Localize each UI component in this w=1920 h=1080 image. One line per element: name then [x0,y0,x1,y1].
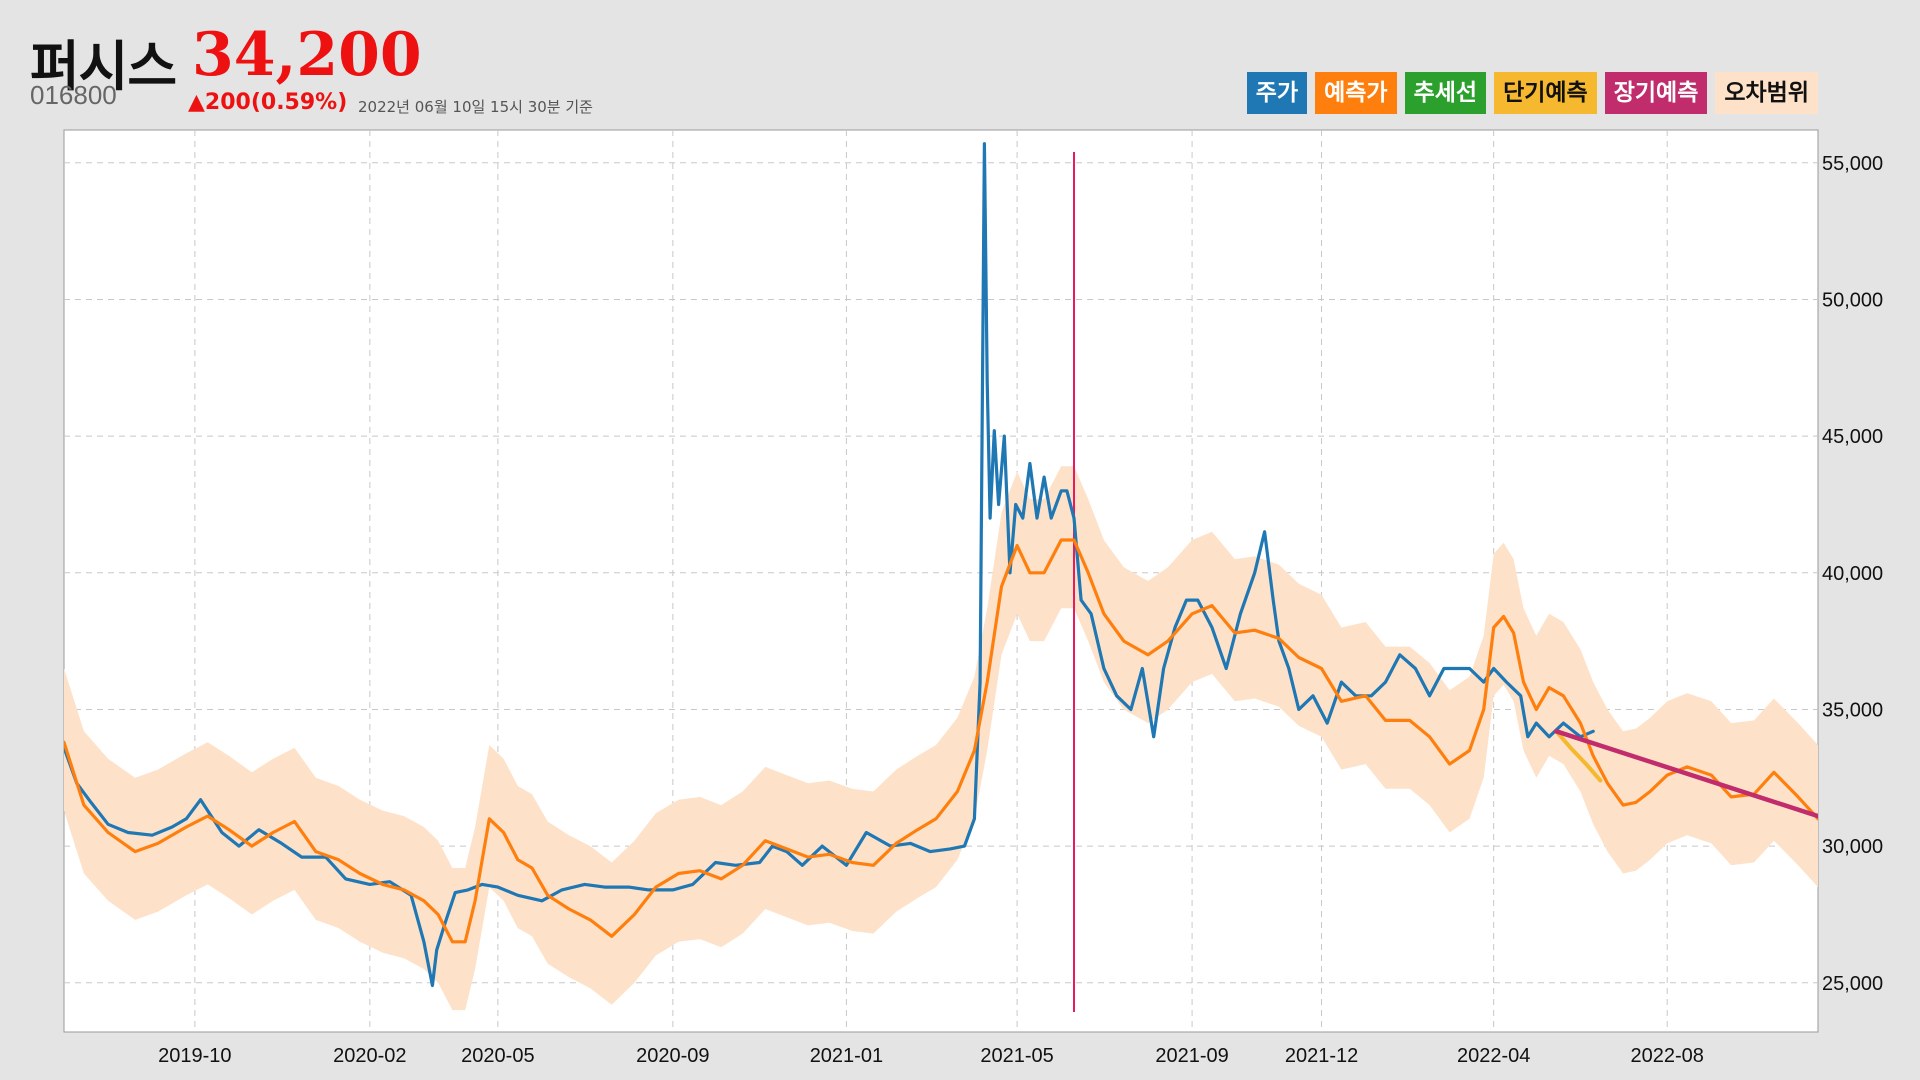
stock-name: 퍼시스 [30,35,177,98]
y-tick-label: 50,000 [1822,289,1883,311]
series-price-line [64,142,1595,988]
x-tick-label: 2019-10 [158,1045,231,1067]
series-long-term-line [1554,729,1818,819]
y-tick-label: 30,000 [1822,836,1883,858]
stock-change: ▲200(0.59%) [188,90,348,115]
y-tick-label: 45,000 [1822,426,1883,448]
x-tick-label: 2021-05 [980,1045,1053,1067]
x-tick-label: 2022-08 [1631,1045,1704,1067]
legend-item-price[interactable]: 주가 [1246,72,1308,114]
stock-price: 34,200 [192,20,422,90]
error-band-area [64,466,1818,1011]
chart-legend: 주가 예측가 추세선 단기예측 장기예측 오차범위 [1246,72,1818,114]
stock-timestamp: 2022년 06월 10일 15시 30분 기준 [358,98,593,116]
stock-header: 퍼시스 34,200 016800 ▲200(0.59%) 2022년 06월 … [30,20,1910,122]
x-tick-label: 2020-05 [461,1045,534,1067]
x-tick-label: 2021-09 [1155,1045,1228,1067]
y-tick-label: 35,000 [1822,699,1883,721]
series-short-term-line [1554,729,1603,783]
y-tick-label: 40,000 [1822,563,1883,585]
legend-item-trend[interactable]: 추세선 [1404,72,1487,114]
legend-item-forecast[interactable]: 예측가 [1315,72,1397,114]
legend-item-short-term[interactable]: 단기예측 [1494,72,1597,114]
x-tick-label: 2022-04 [1457,1045,1530,1067]
legend-item-error-range[interactable]: 오차범위 [1715,72,1818,114]
x-tick-label: 2020-09 [636,1045,709,1067]
x-tick-label: 2021-12 [1285,1045,1358,1067]
legend-item-long-term[interactable]: 장기예측 [1604,72,1708,114]
stock-code: 016800 [30,80,117,110]
x-tick-label: 2020-02 [333,1045,406,1067]
series-forecast-line [64,538,1818,944]
y-tick-label: 55,000 [1822,153,1883,175]
x-tick-label: 2021-01 [810,1045,883,1067]
y-tick-label: 25,000 [1822,973,1883,995]
